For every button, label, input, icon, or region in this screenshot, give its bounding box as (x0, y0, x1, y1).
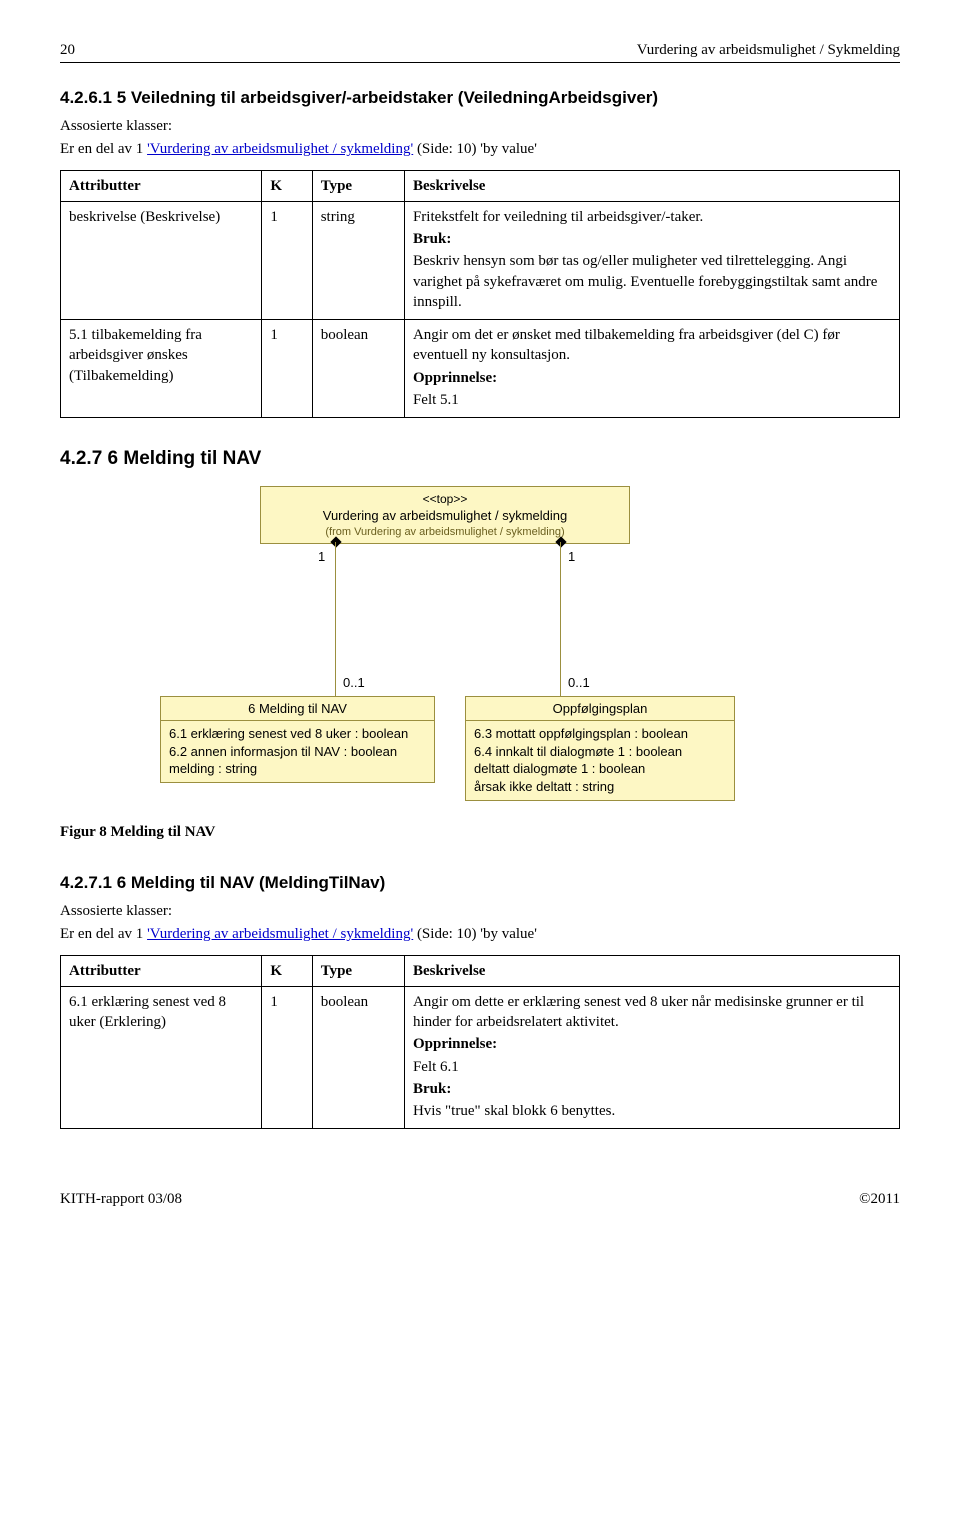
cell-desc: Fritekstfelt for veiledning til arbeidsg… (404, 201, 899, 319)
cell-type: string (312, 201, 404, 319)
sec3-assoc-line: Er en del av 1 'Vurdering av arbeidsmuli… (60, 924, 900, 944)
uml-stereotype: <<top>> (267, 491, 623, 507)
cell-attr: 5.1 tilbakemelding fra arbeidsgiver ønsk… (61, 320, 262, 418)
th-attr: Attributter (61, 955, 262, 986)
table-header-row: Attributter K Type Beskrivelse (61, 170, 900, 201)
sec3-assoc-pre: Er en del av 1 (60, 926, 147, 942)
footer-left: KITH-rapport 03/08 (60, 1189, 182, 1209)
sec3-assoc-post: (Side: 10) 'by value' (413, 926, 537, 942)
th-beskrivelse: Beskrivelse (404, 955, 899, 986)
cell-desc: Angir om det er ønsket med tilbakemeldin… (404, 320, 899, 418)
uml-multiplicity: 0..1 (343, 674, 365, 692)
uml-from: (from Vurdering av arbeidsmulighet / syk… (267, 525, 623, 540)
uml-multiplicity: 1 (318, 548, 325, 566)
uml-class-title: 6 Melding til NAV (161, 697, 434, 722)
th-k: K (262, 170, 312, 201)
desc-line: Beskriv hensyn som bør tas og/eller muli… (413, 251, 891, 312)
uml-multiplicity: 1 (568, 548, 575, 566)
table-row: beskrivelse (Beskrivelse) 1 string Frite… (61, 201, 900, 319)
footer-right: ©2011 (859, 1189, 900, 1209)
cell-attr: 6.1 erklæring senest ved 8 uker (Erkleri… (61, 986, 262, 1129)
cell-k: 1 (262, 986, 312, 1129)
uml-class-title: Oppfølgingsplan (466, 697, 734, 722)
uml-attr: 6.1 erklæring senest ved 8 uker : boolea… (169, 725, 426, 743)
desc-opp-label: Opprinnelse: (413, 1034, 891, 1054)
uml-right-class: Oppfølgingsplan 6.3 mottatt oppfølgingsp… (465, 696, 735, 801)
table-row: 6.1 erklæring senest ved 8 uker (Erkleri… (61, 986, 900, 1129)
desc-line: Fritekstfelt for veiledning til arbeidsg… (413, 207, 891, 227)
uml-attr: 6.2 annen informasjon til NAV : boolean (169, 743, 426, 761)
sec1-assoc-line: Er en del av 1 'Vurdering av arbeidsmuli… (60, 139, 900, 159)
uml-attr: deltatt dialogmøte 1 : boolean (474, 760, 726, 778)
uml-attr: 6.3 mottatt oppfølgingsplan : boolean (474, 725, 726, 743)
uml-class-name: Vurdering av arbeidsmulighet / sykmeldin… (267, 507, 623, 525)
uml-attr: melding : string (169, 760, 426, 778)
sec1-assoc-post: (Side: 10) 'by value' (413, 141, 537, 157)
page-footer: KITH-rapport 03/08 ©2011 (60, 1189, 900, 1209)
cell-desc: Angir om dette er erklæring senest ved 8… (404, 986, 899, 1129)
cell-type: boolean (312, 986, 404, 1129)
desc-line: Felt 5.1 (413, 390, 891, 410)
uml-top-class: <<top>> Vurdering av arbeidsmulighet / s… (260, 486, 630, 545)
figure-caption: Figur 8 Melding til NAV (60, 822, 900, 842)
desc-line: Angir om det er ønsket med tilbakemeldin… (413, 325, 891, 366)
sec2-heading: 4.2.7 6 Melding til NAV (60, 446, 900, 472)
th-type: Type (312, 955, 404, 986)
uml-attr: årsak ikke deltatt : string (474, 778, 726, 796)
page-number: 20 (60, 40, 75, 60)
sec1-assoc-link[interactable]: 'Vurdering av arbeidsmulighet / sykmeldi… (147, 141, 413, 157)
th-k: K (262, 955, 312, 986)
sec1-assoc-pre: Er en del av 1 (60, 141, 147, 157)
desc-line: Felt 6.1 (413, 1057, 891, 1077)
sec3-heading: 4.2.7.1 6 Melding til NAV (MeldingTilNav… (60, 872, 900, 895)
table-header-row: Attributter K Type Beskrivelse (61, 955, 900, 986)
cell-k: 1 (262, 201, 312, 319)
sec3-assoc-label: Assosierte klasser: (60, 901, 900, 921)
sec3-assoc-link[interactable]: 'Vurdering av arbeidsmulighet / sykmeldi… (147, 926, 413, 942)
cell-attr: beskrivelse (Beskrivelse) (61, 201, 262, 319)
uml-multiplicity: 0..1 (568, 674, 590, 692)
cell-type: boolean (312, 320, 404, 418)
desc-opp-label: Opprinnelse: (413, 368, 891, 388)
desc-line: Angir om dette er erklæring senest ved 8… (413, 992, 891, 1033)
cell-k: 1 (262, 320, 312, 418)
page-title: Vurdering av arbeidsmulighet / Sykmeldin… (637, 40, 900, 60)
sec1-heading: 4.2.6.1 5 Veiledning til arbeidsgiver/-a… (60, 87, 900, 110)
th-beskrivelse: Beskrivelse (404, 170, 899, 201)
uml-connector (560, 542, 561, 696)
sec1-table: Attributter K Type Beskrivelse beskrivel… (60, 170, 900, 419)
table-row: 5.1 tilbakemelding fra arbeidsgiver ønsk… (61, 320, 900, 418)
th-type: Type (312, 170, 404, 201)
page-header: 20 Vurdering av arbeidsmulighet / Sykmel… (60, 40, 900, 63)
uml-left-class: 6 Melding til NAV 6.1 erklæring senest v… (160, 696, 435, 783)
desc-bruk-label: Bruk: (413, 229, 891, 249)
uml-attr: 6.4 innkalt til dialogmøte 1 : boolean (474, 743, 726, 761)
desc-bruk-label: Bruk: (413, 1079, 891, 1099)
sec3-table: Attributter K Type Beskrivelse 6.1 erklæ… (60, 955, 900, 1130)
th-attr: Attributter (61, 170, 262, 201)
uml-diagram: <<top>> Vurdering av arbeidsmulighet / s… (160, 486, 740, 816)
desc-line: Hvis "true" skal blokk 6 benyttes. (413, 1101, 891, 1121)
uml-connector (335, 542, 336, 696)
sec1-assoc-label: Assosierte klasser: (60, 116, 900, 136)
